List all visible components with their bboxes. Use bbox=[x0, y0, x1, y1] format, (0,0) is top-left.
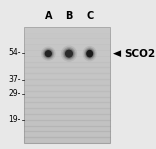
Text: 37-: 37- bbox=[8, 75, 21, 84]
Polygon shape bbox=[113, 50, 121, 57]
FancyBboxPatch shape bbox=[24, 27, 110, 143]
Ellipse shape bbox=[41, 46, 56, 61]
Ellipse shape bbox=[65, 49, 73, 58]
Text: C: C bbox=[86, 11, 93, 21]
Ellipse shape bbox=[85, 49, 94, 59]
Ellipse shape bbox=[84, 47, 95, 60]
Ellipse shape bbox=[42, 48, 54, 59]
Text: 54-: 54- bbox=[8, 48, 21, 57]
Ellipse shape bbox=[62, 47, 76, 60]
Ellipse shape bbox=[86, 50, 93, 58]
Text: SCO2: SCO2 bbox=[124, 49, 155, 59]
Text: B: B bbox=[65, 11, 73, 21]
Ellipse shape bbox=[83, 46, 97, 61]
Ellipse shape bbox=[44, 49, 53, 58]
Text: 19-: 19- bbox=[8, 115, 21, 124]
Text: 29-: 29- bbox=[8, 89, 21, 98]
Ellipse shape bbox=[64, 48, 74, 59]
Ellipse shape bbox=[45, 50, 52, 57]
Ellipse shape bbox=[61, 45, 77, 62]
Text: A: A bbox=[45, 11, 52, 21]
